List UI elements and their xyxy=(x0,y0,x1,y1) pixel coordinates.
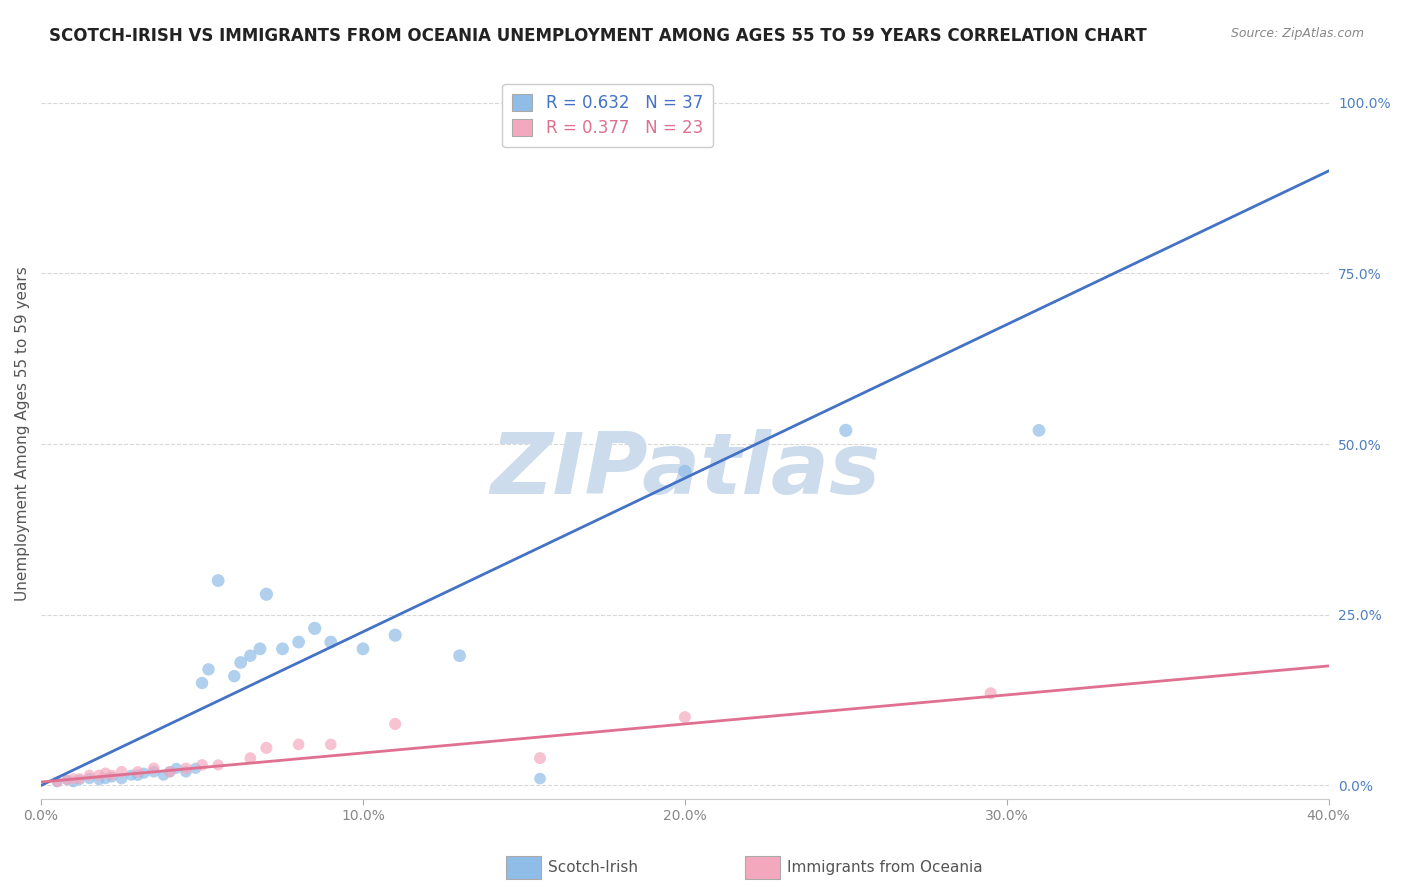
Point xyxy=(46,775,69,789)
Point xyxy=(287,738,309,752)
Point xyxy=(159,764,181,779)
Text: Immigrants from Oceania: Immigrants from Oceania xyxy=(787,861,983,875)
Point xyxy=(159,764,181,779)
Point xyxy=(101,770,124,784)
Point xyxy=(239,648,262,663)
Point xyxy=(304,621,326,635)
Point xyxy=(184,761,207,775)
Point xyxy=(191,758,214,772)
Point xyxy=(46,775,69,789)
Point xyxy=(174,761,197,775)
Point xyxy=(69,772,91,786)
Point xyxy=(94,766,117,780)
Point xyxy=(271,641,294,656)
Point xyxy=(529,772,551,786)
Point xyxy=(1028,423,1050,437)
Point xyxy=(142,761,165,775)
Point xyxy=(110,772,132,786)
Point xyxy=(79,768,101,782)
Point xyxy=(319,635,342,649)
Point xyxy=(835,423,858,437)
Text: SCOTCH-IRISH VS IMMIGRANTS FROM OCEANIA UNEMPLOYMENT AMONG AGES 55 TO 59 YEARS C: SCOTCH-IRISH VS IMMIGRANTS FROM OCEANIA … xyxy=(49,27,1147,45)
Point xyxy=(673,464,696,478)
Point xyxy=(94,772,117,786)
Point xyxy=(165,761,187,775)
Point xyxy=(142,764,165,779)
Point xyxy=(56,772,79,787)
Point xyxy=(673,710,696,724)
Text: Scotch-Irish: Scotch-Irish xyxy=(548,861,638,875)
Point xyxy=(62,775,84,789)
Y-axis label: Unemployment Among Ages 55 to 59 years: Unemployment Among Ages 55 to 59 years xyxy=(15,267,30,601)
Point xyxy=(384,717,406,731)
Point xyxy=(69,772,91,787)
Point xyxy=(120,768,142,782)
Point xyxy=(224,669,246,683)
Point xyxy=(127,764,149,779)
Point xyxy=(174,764,197,779)
Point xyxy=(127,768,149,782)
Point xyxy=(207,758,229,772)
Text: Source: ZipAtlas.com: Source: ZipAtlas.com xyxy=(1230,27,1364,40)
Point xyxy=(62,772,84,786)
Point xyxy=(87,772,110,787)
Point xyxy=(254,587,277,601)
Point xyxy=(56,772,79,787)
Point xyxy=(79,772,101,786)
Text: ZIPatlas: ZIPatlas xyxy=(489,429,880,512)
Point xyxy=(529,751,551,765)
Point xyxy=(384,628,406,642)
Point xyxy=(254,740,277,755)
Point xyxy=(287,635,309,649)
Point xyxy=(239,751,262,765)
Point xyxy=(319,738,342,752)
Point xyxy=(352,641,374,656)
Point xyxy=(449,648,471,663)
Point xyxy=(87,768,110,782)
Point xyxy=(132,766,155,780)
Point xyxy=(152,768,174,782)
Point xyxy=(249,641,271,656)
Legend: R = 0.632   N = 37, R = 0.377   N = 23: R = 0.632 N = 37, R = 0.377 N = 23 xyxy=(502,84,713,147)
Point xyxy=(101,768,124,782)
Point xyxy=(191,676,214,690)
Point xyxy=(110,764,132,779)
Point xyxy=(980,686,1002,700)
Point xyxy=(229,656,252,670)
Point xyxy=(207,574,229,588)
Point xyxy=(197,662,219,676)
